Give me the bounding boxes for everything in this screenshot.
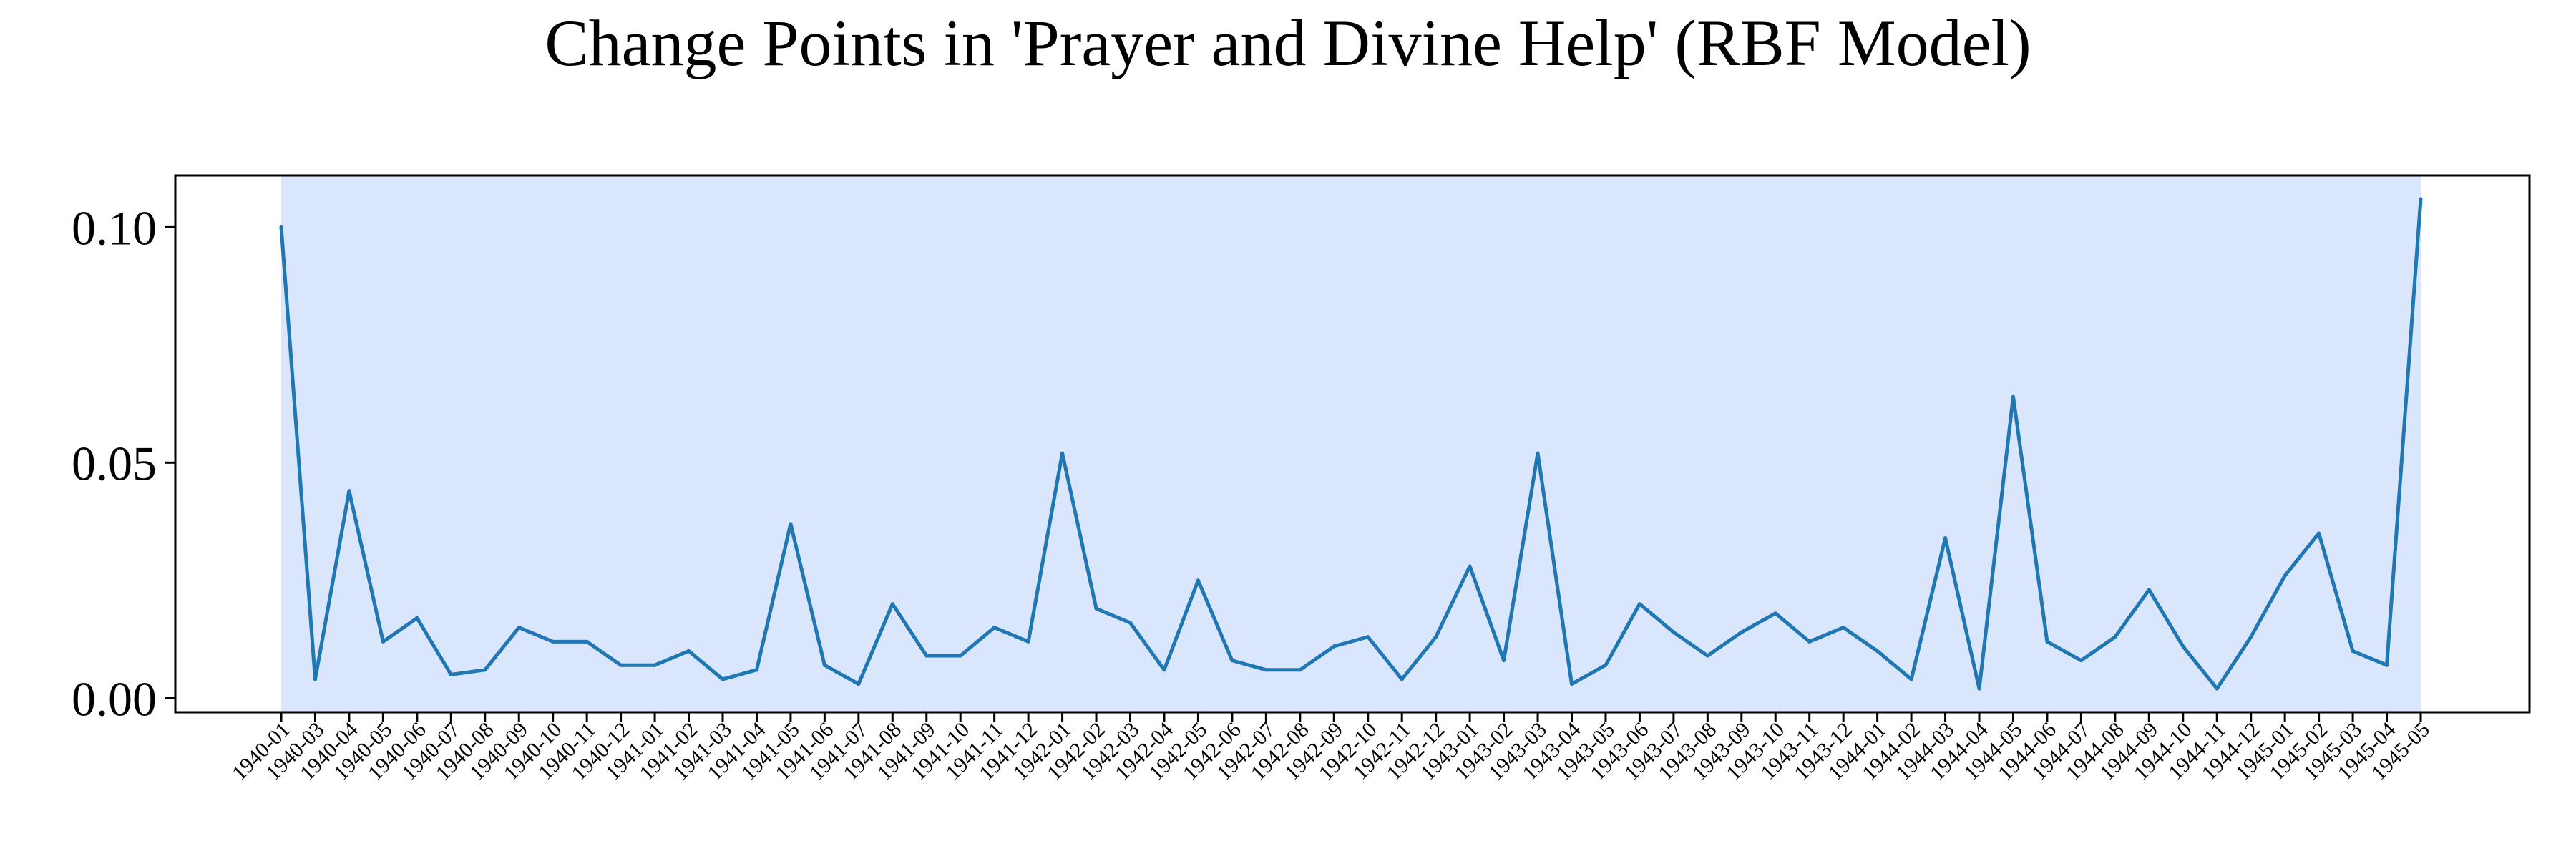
data-point bbox=[1569, 682, 1574, 686]
data-point bbox=[721, 677, 725, 681]
data-point bbox=[1909, 677, 1913, 681]
data-point bbox=[1502, 659, 1506, 663]
data-point bbox=[992, 626, 997, 630]
data-point bbox=[1366, 635, 1370, 639]
data-point bbox=[2249, 635, 2253, 639]
data-point bbox=[1400, 677, 1404, 681]
plot-frame bbox=[174, 174, 2531, 714]
data-point bbox=[1128, 621, 1133, 625]
data-point bbox=[517, 626, 521, 630]
data-point bbox=[1604, 663, 1608, 667]
data-points bbox=[279, 197, 2423, 691]
data-point bbox=[1740, 630, 1744, 634]
data-point bbox=[1807, 639, 1812, 644]
data-point bbox=[279, 225, 283, 229]
data-point bbox=[1026, 639, 1030, 644]
data-point bbox=[2215, 686, 2219, 691]
data-point bbox=[1536, 451, 1540, 455]
x-axis: 1940-011940-031940-041940-051940-061940-… bbox=[228, 712, 2434, 785]
data-point bbox=[1773, 611, 1777, 616]
data-point bbox=[2317, 531, 2321, 535]
data-point bbox=[2385, 663, 2389, 667]
data-point bbox=[1230, 659, 1234, 663]
y-tick-label: 0.10 bbox=[72, 200, 157, 255]
chart-title: Change Points in 'Prayer and Divine Help… bbox=[545, 6, 2031, 79]
y-tick-label: 0.00 bbox=[72, 671, 157, 726]
data-point bbox=[754, 668, 758, 672]
data-point bbox=[1705, 654, 1709, 658]
data-point bbox=[857, 682, 861, 686]
data-point bbox=[958, 654, 962, 658]
data-point bbox=[2113, 635, 2117, 639]
data-point bbox=[1094, 606, 1098, 611]
data-point bbox=[347, 489, 351, 493]
data-point bbox=[449, 672, 453, 676]
data-point bbox=[2181, 644, 2185, 649]
data-point bbox=[2079, 659, 2083, 663]
data-point bbox=[1943, 536, 1948, 540]
data-point bbox=[415, 616, 419, 620]
data-point bbox=[1332, 644, 1336, 649]
data-point bbox=[1977, 686, 1981, 691]
data-point bbox=[1434, 635, 1438, 639]
data-point bbox=[924, 654, 929, 658]
data-point bbox=[687, 649, 691, 653]
data-point bbox=[1264, 668, 1268, 672]
data-point bbox=[2147, 588, 2151, 592]
data-point bbox=[483, 668, 487, 672]
data-point bbox=[1060, 451, 1065, 455]
data-point bbox=[2419, 197, 2423, 201]
data-point bbox=[1875, 649, 1880, 653]
data-point bbox=[313, 677, 317, 681]
data-point bbox=[789, 522, 793, 526]
data-point bbox=[653, 663, 657, 667]
data-point bbox=[1841, 626, 1845, 630]
data-point bbox=[551, 639, 555, 644]
y-axis: 0.00 0.05 0.10 bbox=[72, 200, 175, 726]
data-point bbox=[1672, 630, 1676, 634]
data-point bbox=[1196, 578, 1200, 583]
data-point bbox=[619, 663, 623, 667]
data-point bbox=[2351, 649, 2355, 653]
data-point bbox=[822, 663, 826, 667]
y-tick-label: 0.05 bbox=[72, 436, 157, 490]
data-point bbox=[890, 602, 894, 606]
data-point bbox=[1637, 602, 1641, 606]
data-point bbox=[2283, 573, 2287, 578]
data-point bbox=[2045, 639, 2049, 644]
data-point bbox=[1162, 668, 1166, 672]
data-point bbox=[381, 639, 385, 644]
data-point bbox=[585, 639, 589, 644]
data-point bbox=[1298, 668, 1302, 672]
highlight-region bbox=[281, 175, 2421, 712]
series-line bbox=[279, 198, 2423, 691]
data-point bbox=[1468, 564, 1472, 568]
data-point bbox=[2011, 394, 2015, 399]
